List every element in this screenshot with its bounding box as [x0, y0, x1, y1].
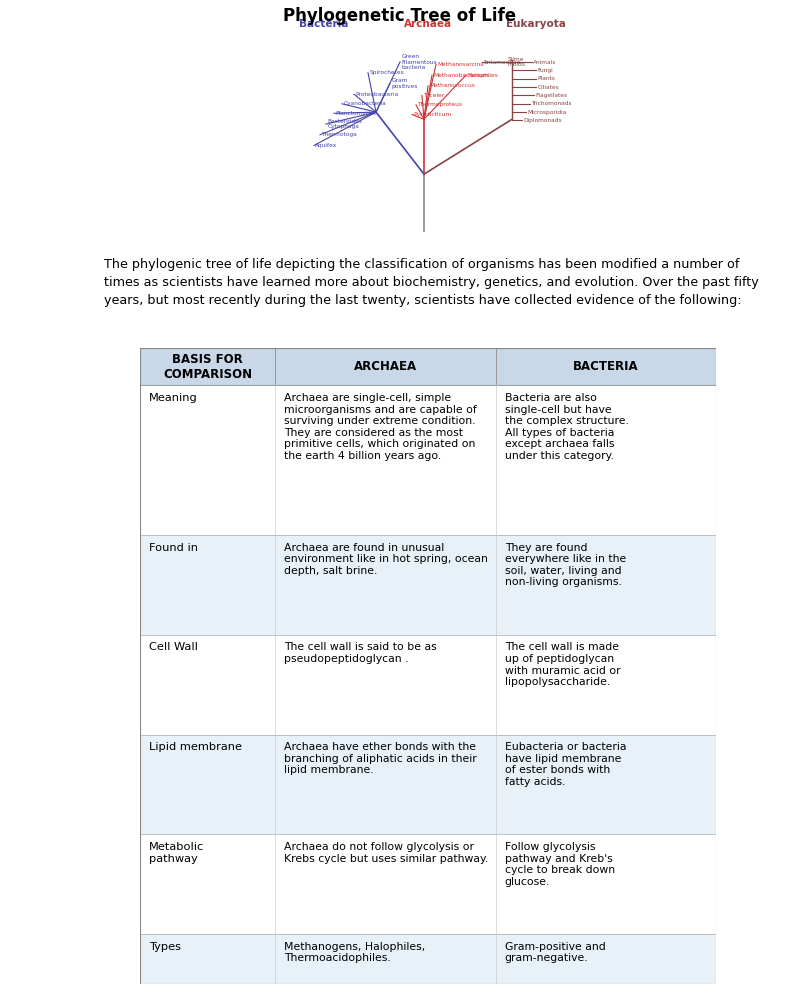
- Text: Methanobacterium: Methanobacterium: [434, 73, 489, 78]
- Text: Ciliates: Ciliates: [538, 84, 559, 89]
- Text: Eukaryota: Eukaryota: [506, 19, 566, 29]
- Bar: [140, 348, 716, 386]
- Text: Methanococcus: Methanococcus: [430, 83, 475, 88]
- Text: Gram-positive and
gram-negative.: Gram-positive and gram-negative.: [505, 941, 606, 963]
- Text: Types: Types: [149, 941, 181, 952]
- Text: Archaea are found in unusual
environment like in hot spring, ocean
depth, salt b: Archaea are found in unusual environment…: [284, 543, 488, 576]
- Text: Slime
molds: Slime molds: [507, 57, 525, 68]
- Text: The phylogenic tree of life depicting the classification of organisms has been m: The phylogenic tree of life depicting th…: [104, 258, 758, 307]
- Text: Diplomonads: Diplomonads: [523, 118, 562, 123]
- Text: Follow glycolysis
pathway and Kreb's
cycle to break down
glucose.: Follow glycolysis pathway and Kreb's cyc…: [505, 842, 614, 887]
- Text: Eubacteria or bacteria
have lipid membrane
of ester bonds with
fatty acids.: Eubacteria or bacteria have lipid membra…: [505, 743, 626, 787]
- Bar: [140, 834, 716, 934]
- Text: Thermoproteus: Thermoproteus: [418, 102, 462, 107]
- Text: Thermotoga: Thermotoga: [322, 132, 357, 137]
- Bar: [140, 535, 716, 635]
- Text: Aquifex: Aquifex: [315, 143, 338, 148]
- Text: They are found
everywhere like in the
soil, water, living and
non-living organis: They are found everywhere like in the so…: [505, 543, 626, 587]
- Text: Metabolic
pathway: Metabolic pathway: [149, 842, 204, 864]
- Text: Animals: Animals: [534, 60, 557, 65]
- Text: ARCHAEA: ARCHAEA: [354, 360, 418, 373]
- Text: Cyanobacteria: Cyanobacteria: [343, 101, 386, 106]
- Text: Fungi: Fungi: [538, 68, 553, 73]
- Text: Methanogens, Halophiles,
Thermoacidophiles.: Methanogens, Halophiles, Thermoacidophil…: [284, 941, 426, 963]
- Text: Archaea: Archaea: [404, 19, 452, 29]
- Text: BASIS FOR
COMPARISON: BASIS FOR COMPARISON: [163, 353, 252, 381]
- Text: Bacteria are also
single-cell but have
the complex structure.
All types of bacte: Bacteria are also single-cell but have t…: [505, 393, 629, 461]
- Text: Microsporidia: Microsporidia: [527, 109, 566, 114]
- Text: Entamoebae: Entamoebae: [483, 60, 521, 65]
- Text: Meaning: Meaning: [149, 393, 198, 403]
- Text: Spirochetes: Spirochetes: [370, 71, 404, 76]
- Text: The cell wall is said to be as
pseudopeptidoglycan .: The cell wall is said to be as pseudopep…: [284, 642, 437, 664]
- Text: Pyrodicticum: Pyrodicticum: [414, 112, 451, 117]
- Text: Gram
positives: Gram positives: [391, 79, 418, 88]
- Text: Halophiles: Halophiles: [467, 73, 498, 78]
- Text: Green
Filamentous
bacteria: Green Filamentous bacteria: [402, 54, 437, 71]
- Text: Planctomyces: Planctomyces: [335, 110, 376, 116]
- Text: Methanosarcina: Methanosarcina: [438, 62, 484, 67]
- Text: Bacteria: Bacteria: [299, 19, 349, 29]
- Bar: [140, 386, 716, 535]
- Bar: [140, 934, 716, 984]
- Text: Archaea have ether bonds with the
branching of aliphatic acids in their
lipid me: Archaea have ether bonds with the branch…: [284, 743, 477, 775]
- Text: Archaea do not follow glycolysis or
Krebs cycle but uses similar pathway.: Archaea do not follow glycolysis or Kreb…: [284, 842, 488, 864]
- Text: Flagellates: Flagellates: [535, 92, 567, 98]
- Text: Plants: Plants: [538, 77, 555, 82]
- Text: Found in: Found in: [149, 543, 198, 553]
- Bar: [140, 735, 716, 834]
- Text: Phylogenetic Tree of Life: Phylogenetic Tree of Life: [283, 7, 517, 25]
- Text: Bacteroides
Cytophaga: Bacteroides Cytophaga: [327, 118, 362, 129]
- Text: The cell wall is made
up of peptidoglycan
with muramic acid or
lipopolysaccharid: The cell wall is made up of peptidoglyca…: [505, 642, 620, 687]
- Text: Proteobacteria: Proteobacteria: [355, 91, 398, 96]
- Text: Lipid membrane: Lipid membrane: [149, 743, 242, 752]
- Text: Cell Wall: Cell Wall: [149, 642, 198, 652]
- Text: Trichomonads: Trichomonads: [531, 101, 572, 106]
- Text: Archaea are single-cell, simple
microorganisms and are capable of
surviving unde: Archaea are single-cell, simple microorg…: [284, 393, 477, 461]
- Text: BACTERIA: BACTERIA: [573, 360, 638, 373]
- Bar: [140, 635, 716, 735]
- Text: T. celer: T. celer: [423, 92, 445, 98]
